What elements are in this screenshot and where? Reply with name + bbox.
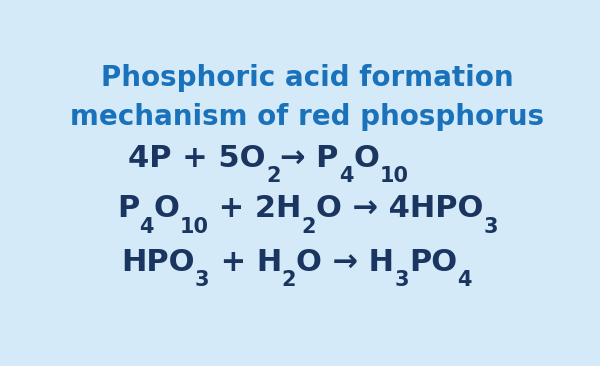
Text: O → H: O → H — [296, 248, 394, 277]
Text: 2: 2 — [302, 217, 316, 237]
Text: 10: 10 — [179, 217, 208, 237]
Text: 4: 4 — [339, 166, 353, 186]
Text: mechanism of red phosphorus: mechanism of red phosphorus — [70, 103, 545, 131]
Text: P: P — [117, 194, 139, 223]
Text: O → 4HPO: O → 4HPO — [316, 194, 484, 223]
Text: HPO: HPO — [121, 248, 195, 277]
Text: 3: 3 — [195, 270, 209, 290]
Text: + 2H: + 2H — [208, 194, 302, 223]
Text: 2: 2 — [266, 166, 280, 186]
Text: + H: + H — [209, 248, 282, 277]
Text: 3: 3 — [394, 270, 409, 290]
Text: Phosphoric acid formation: Phosphoric acid formation — [101, 64, 514, 92]
Text: 2: 2 — [282, 270, 296, 290]
Text: O: O — [154, 194, 179, 223]
Text: 4: 4 — [139, 217, 154, 237]
Text: 4P + 5O: 4P + 5O — [128, 143, 266, 172]
Text: → P: → P — [280, 143, 339, 172]
Text: 10: 10 — [379, 166, 408, 186]
Text: 3: 3 — [484, 217, 498, 237]
Text: O: O — [353, 143, 379, 172]
Text: 4: 4 — [457, 270, 472, 290]
Text: PO: PO — [409, 248, 457, 277]
